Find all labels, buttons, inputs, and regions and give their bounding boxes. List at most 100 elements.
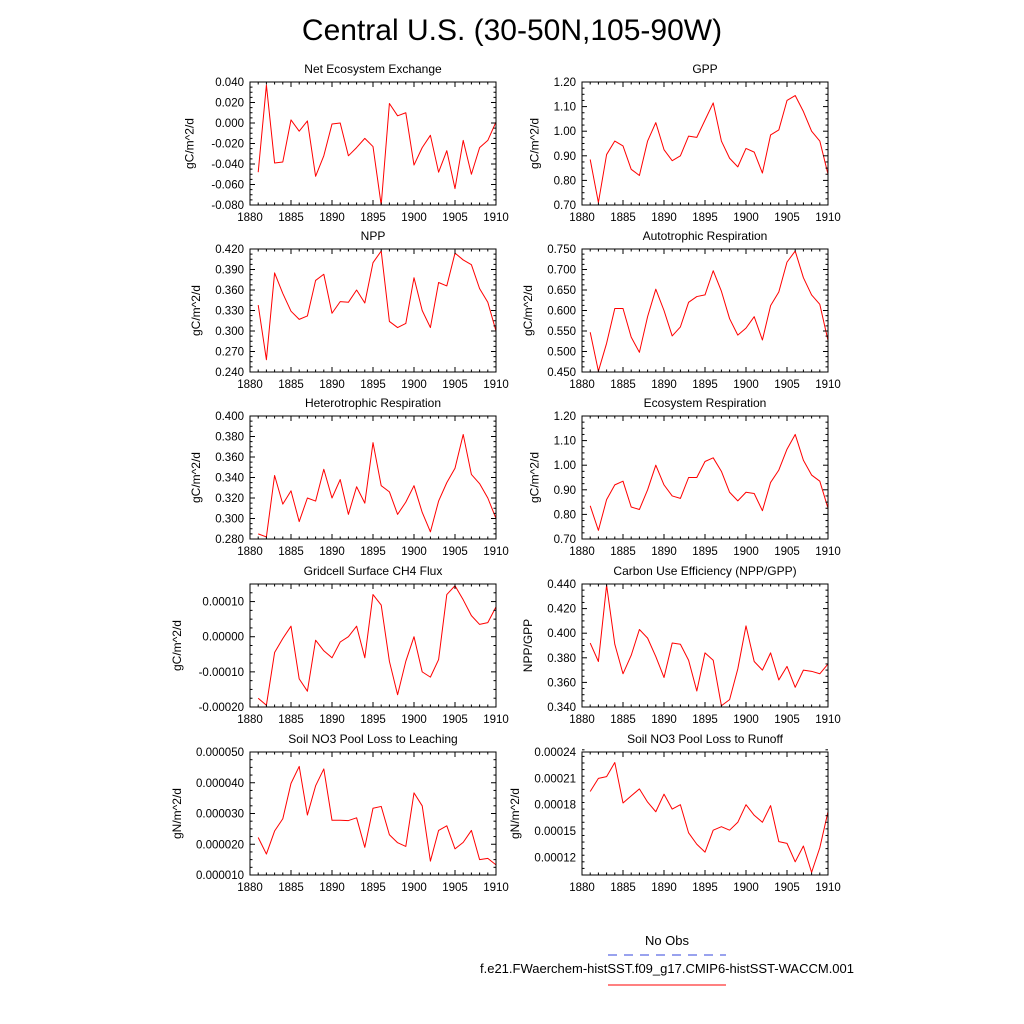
- y-axis-label: gC/m^2/d: [189, 285, 203, 336]
- x-tick-label: 1890: [319, 546, 345, 558]
- y-tick-label: 0.70: [554, 534, 576, 546]
- legend-label-no-obs: No Obs: [645, 933, 690, 948]
- y-tick-label: 0.000: [215, 118, 244, 130]
- panel-ecosystem-respiration: Ecosystem Respiration 1880 1885 1890 1895 190…: [527, 396, 840, 558]
- panels-group: Net Ecosystem Exchange 1880 1885 1890 1895 19…: [170, 62, 841, 894]
- series-line: [589, 584, 829, 707]
- x-tick-label: 1885: [610, 379, 636, 391]
- y-tick-label: 0.040: [215, 77, 244, 89]
- x-tick-label: 1900: [401, 546, 427, 558]
- panel-title: GPP: [692, 62, 717, 76]
- x-tick-label: 1905: [774, 882, 800, 894]
- x-tick-label: 1900: [733, 379, 759, 391]
- y-tick-label: 0.90: [554, 485, 576, 497]
- panel-heterotrophic-respiration: Heterotrophic Respiration 1880 1885 1890 189…: [189, 396, 509, 558]
- legend-label-case: f.e21.FWaerchem-histSST.f09_g17.CMIP6-hi…: [480, 961, 854, 976]
- plot-frame: [581, 248, 829, 373]
- panel-soil-no3-pool-loss-to-runoff: Soil NO3 Pool Loss to Runoff 1880 1885 1890…: [508, 732, 841, 894]
- x-tick-label: 1890: [651, 379, 677, 391]
- x-tick-label: 1905: [774, 714, 800, 726]
- x-tick-label: 1905: [442, 882, 468, 894]
- x-tick-label: 1910: [483, 714, 509, 726]
- y-tick-label: 0.340: [547, 702, 576, 714]
- panel-title: Soil NO3 Pool Loss to Runoff: [627, 732, 784, 746]
- panel-soil-no3-pool-loss-to-leaching: Soil NO3 Pool Loss to Leaching 1880 1885 18…: [170, 732, 509, 894]
- x-tick-label: 1880: [569, 546, 595, 558]
- y-tick-label: 0.300: [215, 514, 244, 526]
- x-tick-label: 1895: [692, 714, 718, 726]
- y-tick-label: 1.10: [554, 102, 576, 114]
- y-axis-label: NPP/GPP: [521, 619, 535, 672]
- y-tick-label: 0.420: [547, 604, 576, 616]
- y-tick-label: 0.240: [215, 367, 244, 379]
- x-tick-label: 1885: [610, 882, 636, 894]
- y-tick-label: 0.70: [554, 200, 576, 212]
- panel-title: Gridcell Surface CH4 Flux: [304, 564, 443, 578]
- y-tick-label: 0.00000: [202, 632, 244, 644]
- y-axis-label: gC/m^2/d: [527, 118, 541, 169]
- y-tick-label: 0.400: [547, 628, 576, 640]
- x-tick-label: 1895: [692, 882, 718, 894]
- y-tick-label: 0.00018: [534, 800, 576, 812]
- y-tick-label: 0.550: [547, 326, 576, 338]
- series-line: [257, 250, 497, 361]
- y-axis-label: gC/m^2/d: [183, 118, 197, 169]
- y-tick-label: -0.00010: [199, 667, 244, 679]
- panel-title: Soil NO3 Pool Loss to Leaching: [288, 732, 457, 746]
- x-tick-label: 1890: [319, 212, 345, 224]
- y-tick-label: 1.10: [554, 436, 576, 448]
- x-tick-label: 1885: [610, 714, 636, 726]
- panel-net-ecosystem-exchange: Net Ecosystem Exchange 1880 1885 1890 1895 19…: [183, 62, 509, 224]
- plot-frame: [581, 415, 829, 540]
- y-tick-label: 1.00: [554, 126, 576, 138]
- y-tick-label: 0.330: [215, 306, 244, 318]
- series-line: [257, 585, 497, 706]
- x-tick-label: 1880: [569, 882, 595, 894]
- series-line: [589, 433, 829, 531]
- x-tick-label: 1900: [401, 714, 427, 726]
- plot-frame: [581, 583, 829, 708]
- y-tick-label: 0.000010: [196, 870, 244, 882]
- y-tick-label: 0.80: [554, 509, 576, 521]
- y-tick-label: 0.000020: [196, 839, 244, 851]
- panel-gpp: GPP 1880 1885 1890 1895 1900 1905 1910 0.70 0.80 0…: [527, 62, 840, 224]
- x-tick-label: 1895: [360, 714, 386, 726]
- x-tick-label: 1900: [401, 379, 427, 391]
- x-tick-label: 1890: [651, 714, 677, 726]
- x-tick-label: 1910: [483, 379, 509, 391]
- series-line: [257, 84, 497, 206]
- y-axis-label: gC/m^2/d: [521, 285, 535, 336]
- y-tick-label: -0.00020: [199, 702, 244, 714]
- y-tick-label: 0.380: [215, 432, 244, 444]
- y-tick-label: 0.360: [547, 677, 576, 689]
- figure-title: Central U.S. (30-50N,105-90W): [302, 14, 722, 47]
- y-tick-label: 0.360: [215, 452, 244, 464]
- x-tick-label: 1905: [442, 212, 468, 224]
- x-tick-label: 1910: [815, 212, 841, 224]
- x-tick-label: 1905: [774, 212, 800, 224]
- y-tick-label: 0.00010: [202, 597, 244, 609]
- y-tick-label: 0.380: [547, 653, 576, 665]
- series-line: [258, 433, 497, 538]
- x-tick-label: 1900: [733, 882, 759, 894]
- panel-gridcell-surface-ch4-flux: Gridcell Surface CH4 Flux 1880 1885 1890 189…: [170, 564, 509, 726]
- x-tick-label: 1885: [278, 546, 304, 558]
- y-tick-label: 0.300: [215, 326, 244, 338]
- panel-npp: NPP 1880 1885 1890 1895 1900 1905 1910 0.240 0.27…: [189, 229, 509, 391]
- series-line: [589, 762, 829, 873]
- x-tick-label: 1910: [483, 882, 509, 894]
- series-line: [589, 250, 829, 372]
- x-tick-label: 1910: [815, 379, 841, 391]
- y-axis-label: gC/m^2/d: [527, 452, 541, 503]
- y-tick-label: 1.00: [554, 460, 576, 472]
- x-tick-label: 1905: [442, 714, 468, 726]
- y-tick-label: 0.650: [547, 285, 576, 297]
- x-tick-label: 1880: [237, 212, 263, 224]
- plot-frame: [249, 415, 497, 540]
- y-tick-label: 0.360: [215, 285, 244, 297]
- plot-frame: [581, 751, 829, 876]
- x-tick-label: 1910: [483, 212, 509, 224]
- x-tick-label: 1880: [237, 546, 263, 558]
- x-tick-label: 1885: [278, 882, 304, 894]
- x-tick-label: 1900: [733, 212, 759, 224]
